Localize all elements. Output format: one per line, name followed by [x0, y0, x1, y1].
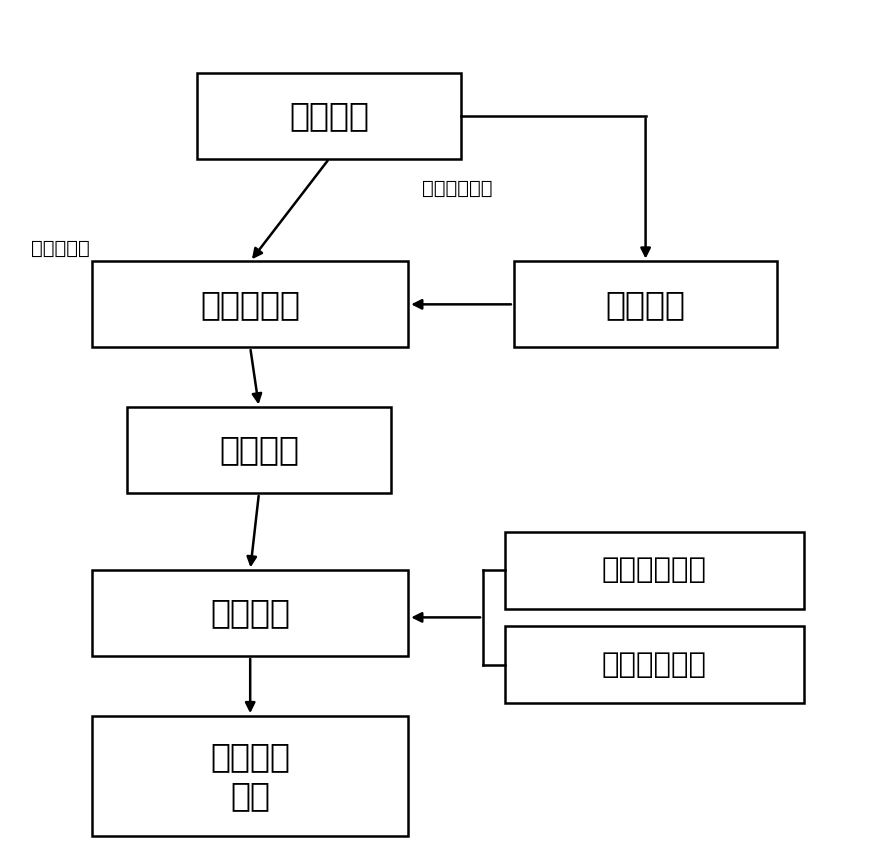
FancyBboxPatch shape	[92, 262, 408, 347]
FancyBboxPatch shape	[127, 407, 391, 493]
Text: 碳氮比适宜: 碳氮比适宜	[30, 239, 89, 258]
Text: 针对调节: 针对调节	[605, 288, 685, 320]
Text: 甲烷收集
提纯: 甲烷收集 提纯	[210, 740, 290, 811]
Text: 碳氮比不适宜: 碳氮比不适宜	[421, 179, 492, 198]
FancyBboxPatch shape	[92, 716, 408, 836]
Text: 厌氧消化: 厌氧消化	[210, 597, 290, 630]
Text: 污泥接种: 污泥接种	[219, 434, 299, 467]
Text: 中温预处理: 中温预处理	[200, 288, 299, 320]
FancyBboxPatch shape	[504, 626, 803, 703]
FancyBboxPatch shape	[198, 73, 461, 158]
Text: 各添加剂控制: 各添加剂控制	[602, 650, 706, 679]
FancyBboxPatch shape	[92, 570, 408, 656]
Text: 消化温度控制: 消化温度控制	[602, 556, 706, 585]
Text: 泥质解析: 泥质解析	[289, 100, 369, 132]
FancyBboxPatch shape	[504, 532, 803, 609]
FancyBboxPatch shape	[513, 262, 776, 347]
